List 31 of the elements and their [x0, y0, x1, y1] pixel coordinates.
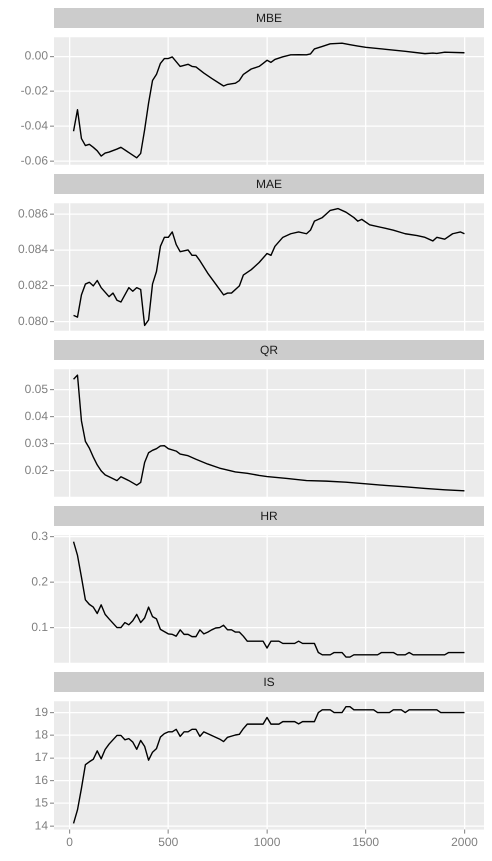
y-tick-label: -0.06 — [20, 154, 48, 168]
y-tick-label: 0.3 — [31, 529, 48, 544]
chart-title: MAE — [54, 174, 484, 194]
y-tick-label: 17 — [34, 750, 48, 764]
y-tick-label: 0.05 — [24, 382, 48, 396]
chart-title: QR — [54, 340, 484, 360]
y-tick-label: 16 — [34, 772, 48, 787]
chart-title: HR — [54, 506, 484, 526]
y-tick-label: 0.080 — [18, 314, 48, 328]
x-tick-label: 2000 — [451, 835, 478, 850]
y-tick-label: -0.04 — [20, 118, 48, 133]
y-tick-label: 15 — [34, 796, 48, 810]
chart-title: IS — [54, 672, 484, 692]
y-tick-label: 0.02 — [24, 463, 48, 478]
y-tick-label: 0.086 — [18, 206, 48, 220]
y-tick-label: 0.03 — [24, 436, 48, 450]
y-tick-label: 14 — [34, 818, 48, 832]
y-tick-label: 0.04 — [24, 409, 48, 424]
y-tick-label: 0.1 — [31, 620, 48, 634]
y-tick-label: 19 — [34, 704, 48, 719]
x-tick-label: 0 — [66, 835, 74, 850]
y-tick-label: 18 — [34, 728, 48, 742]
y-tick-label: 0.082 — [18, 278, 48, 292]
y-tick-label: 0.084 — [18, 242, 48, 256]
chart-title: MBE — [54, 8, 484, 28]
y-tick-label: 0.00 — [24, 48, 48, 63]
x-tick-label: 1000 — [254, 835, 281, 850]
x-tick-label: 500 — [158, 835, 179, 850]
x-tick-label: 1500 — [352, 835, 380, 850]
y-tick-label: -0.02 — [20, 84, 48, 98]
y-tick-label: 0.2 — [31, 574, 48, 588]
